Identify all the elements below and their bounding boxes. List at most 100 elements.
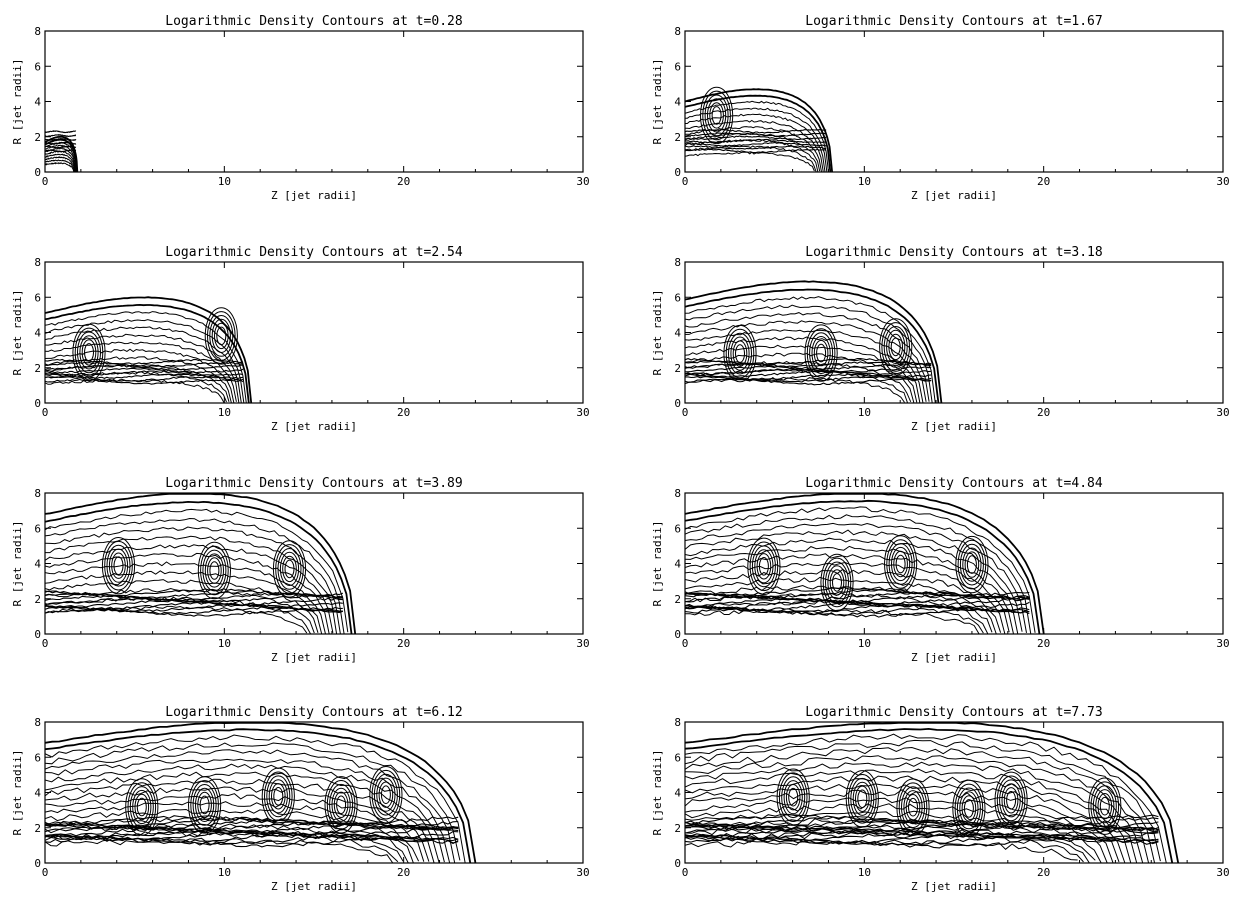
vortex-contour <box>961 795 977 822</box>
jet-contour-line <box>45 597 343 606</box>
contour-line <box>685 132 821 172</box>
vortex-contour <box>108 548 129 583</box>
x-tick-label: 30 <box>1216 637 1229 650</box>
x-tick-label: 20 <box>397 866 410 879</box>
y-tick-label: 0 <box>34 857 41 870</box>
vortex-contour <box>888 543 913 585</box>
vortex-contour <box>1092 785 1117 828</box>
contour-line <box>45 156 76 172</box>
panel-4: Logarithmic Density Contours at t=3.18 0 1… <box>651 245 1230 433</box>
vortex-contour <box>192 784 217 826</box>
contour-line <box>685 803 1108 863</box>
vortex-contour <box>888 333 904 361</box>
y-axis-label: R [jet radii] <box>651 520 664 606</box>
contour-line <box>685 113 826 172</box>
jet-contour-line <box>45 133 77 138</box>
vortex-contour <box>959 543 984 586</box>
vortex-contour <box>271 783 286 810</box>
contour-line <box>685 537 1019 634</box>
vortex-contour <box>783 780 803 815</box>
y-tick-label: 6 <box>674 751 681 764</box>
vortex-contour <box>272 540 307 598</box>
vortex-contour <box>700 86 734 145</box>
x-tick-label: 0 <box>42 175 49 188</box>
contour-line <box>45 508 349 633</box>
vortex-contour <box>81 339 97 366</box>
vortex-contour <box>190 780 219 830</box>
y-tick-label: 8 <box>34 487 41 500</box>
y-tick-label: 0 <box>674 628 681 641</box>
x-tick-label: 10 <box>218 637 231 650</box>
vortex-contour <box>781 776 806 819</box>
x-axis-label: Z [jet radii] <box>271 420 357 433</box>
y-tick-label: 4 <box>674 96 681 109</box>
vortex-contour <box>707 98 727 133</box>
contour-line <box>685 145 817 172</box>
jet-contour-line <box>45 595 344 603</box>
vortex-contour <box>816 343 827 363</box>
contour-line <box>45 771 440 863</box>
vortex-contour <box>959 791 979 826</box>
jet-contour-line <box>685 138 827 144</box>
jet-contour-line <box>45 828 459 841</box>
contour-line <box>45 758 451 863</box>
vortex-contour <box>1088 777 1122 835</box>
vortex-contour <box>214 322 229 350</box>
jet-contour-line <box>685 832 1159 845</box>
jet-contour-line <box>45 373 244 380</box>
panel-7: Logarithmic Density Contours at t=6.12 0 1… <box>11 705 590 893</box>
vortex-contour <box>72 323 106 382</box>
contour-line <box>45 526 341 634</box>
x-tick-label: 30 <box>1216 406 1229 419</box>
jet-contour-line <box>685 148 827 154</box>
vortex-contour <box>996 775 1026 826</box>
vortex-contour <box>884 535 918 593</box>
jet-contour-line <box>45 361 244 368</box>
jet-contour-line <box>45 130 77 134</box>
vortex-contour <box>324 776 358 834</box>
x-tick-label: 30 <box>1216 175 1229 188</box>
y-axis-label: R [jet radii] <box>651 289 664 375</box>
plot-frame <box>44 261 584 404</box>
vortex-contour <box>132 789 152 825</box>
vortex-contour <box>806 328 836 378</box>
vortex-contour <box>709 102 724 129</box>
x-tick-label: 0 <box>682 866 689 879</box>
vortex-contour <box>279 551 300 587</box>
vortex-contour <box>850 777 875 820</box>
contour-line <box>685 336 921 403</box>
contour-line <box>45 159 75 172</box>
panel-1: Logarithmic Density Contours at t=0.28 0 1… <box>11 14 590 202</box>
x-axis-label: Z [jet radii] <box>911 420 997 433</box>
y-tick-label: 4 <box>674 558 681 571</box>
vortex-contour <box>855 785 870 812</box>
vortex-contour <box>809 332 834 375</box>
x-tick-label: 10 <box>858 866 871 879</box>
y-tick-label: 0 <box>674 397 681 410</box>
vortex-contour <box>829 569 845 596</box>
vortex-contour <box>732 340 748 367</box>
contour-line <box>685 94 832 172</box>
contour-line <box>685 369 909 403</box>
jet-contour-line <box>45 376 244 382</box>
plot-frame <box>684 30 1224 173</box>
y-tick-label: 2 <box>674 593 681 606</box>
y-tick-label: 8 <box>674 487 681 500</box>
panel-title: Logarithmic Density Contours at t=3.89 <box>165 476 462 491</box>
jet-contour-line <box>45 370 244 377</box>
vortex-contour <box>711 106 722 125</box>
y-tick-label: 4 <box>34 787 41 800</box>
vortex-contour <box>188 776 222 834</box>
vortex-contour <box>282 555 297 583</box>
vortex-contour <box>266 775 291 818</box>
contour-line <box>685 739 1161 862</box>
vortex-contour <box>955 535 989 594</box>
contour-line <box>685 768 1138 863</box>
y-tick-label: 4 <box>674 787 681 800</box>
jet-contour-line <box>685 373 932 381</box>
x-tick-label: 20 <box>1037 866 1050 879</box>
vortex-contour <box>886 329 906 364</box>
jet-contour-line <box>685 815 1159 830</box>
vortex-contour <box>84 343 94 362</box>
x-axis-label: Z [jet radii] <box>911 189 997 202</box>
